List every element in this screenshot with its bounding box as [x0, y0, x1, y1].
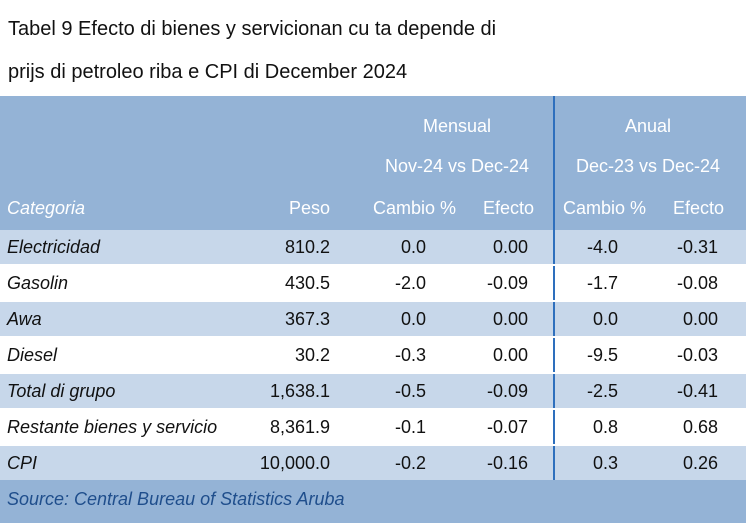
cell-mensual-efecto: 0.00	[492, 345, 528, 365]
table-title-line-1: Tabel 9 Efecto di bienes y servicionan c…	[8, 18, 497, 40]
table-row: Gasolin 430.5 -2.0 -0.09 -1.7 -0.08	[0, 264, 746, 300]
cell-mensual-cambio: -0.3	[394, 345, 426, 365]
cell-mensual-efecto: -0.09	[486, 273, 528, 293]
cell-mensual-cambio: -2.0	[394, 273, 426, 293]
cell-anual-cambio: -9.5	[586, 345, 618, 365]
cell-mensual-efecto: -0.07	[486, 417, 528, 437]
cell-mensual-efecto: -0.09	[486, 381, 528, 401]
cell-mensual-cambio: 0.0	[400, 237, 426, 257]
source-note: Source: Central Bureau of Statistics Aru…	[7, 489, 345, 509]
cell-categoria: CPI	[7, 453, 38, 473]
cell-anual-efecto: -0.03	[676, 345, 718, 365]
header-efecto-mensual: Efecto	[482, 198, 534, 218]
cell-categoria: Diesel	[7, 345, 58, 365]
cell-mensual-efecto: 0.00	[492, 309, 528, 329]
header-mensual-period: Nov-24 vs Dec-24	[384, 156, 530, 176]
cell-peso: 810.2	[284, 237, 330, 257]
cell-anual-cambio: -1.7	[586, 273, 618, 293]
cell-anual-cambio: -4.0	[586, 237, 618, 257]
cell-anual-efecto: 0.68	[682, 417, 718, 437]
cell-anual-efecto: 0.00	[682, 309, 718, 329]
cell-categoria: Total di grupo	[7, 381, 116, 401]
cell-mensual-cambio: -0.5	[394, 381, 426, 401]
cell-anual-efecto: -0.41	[676, 381, 718, 401]
cell-mensual-efecto: -0.16	[486, 453, 528, 473]
cell-peso: 1,638.1	[269, 381, 330, 401]
cell-anual-efecto: -0.08	[676, 273, 718, 293]
cell-mensual-efecto: 0.00	[492, 237, 528, 257]
table-row: Restante bienes y servicio 8,361.9 -0.1 …	[0, 408, 746, 444]
cell-peso: 367.3	[284, 309, 330, 329]
header-anual: Anual	[624, 116, 672, 136]
header-cambio-anual: Cambio %	[562, 198, 646, 218]
header-peso: Peso	[288, 198, 330, 218]
cell-categoria: Restante bienes y servicio	[7, 417, 218, 437]
table-row: Electricidad 810.2 0.0 0.00 -4.0 -0.31	[0, 230, 746, 264]
cell-peso: 10,000.0	[259, 453, 330, 473]
cell-categoria: Gasolin	[7, 273, 69, 293]
cell-categoria: Awa	[7, 309, 42, 329]
cell-anual-cambio: 0.0	[592, 309, 618, 329]
cell-peso: 430.5	[284, 273, 330, 293]
cell-categoria: Electricidad	[7, 237, 101, 257]
cell-anual-cambio: -2.5	[586, 381, 618, 401]
cell-peso: 30.2	[294, 345, 330, 365]
table-row: Awa 367.3 0.0 0.00 0.0 0.00	[0, 300, 746, 336]
cell-mensual-cambio: -0.1	[394, 417, 426, 437]
header-anual-period: Dec-23 vs Dec-24	[575, 156, 721, 176]
cell-anual-cambio: 0.8	[592, 417, 618, 437]
table-row: Diesel 30.2 -0.3 0.00 -9.5 -0.03	[0, 336, 746, 372]
cell-anual-efecto: -0.31	[676, 237, 718, 257]
header-efecto-anual: Efecto	[672, 198, 724, 218]
header-categoria: Categoria	[7, 198, 86, 218]
table-row: Total di grupo 1,638.1 -0.5 -0.09 -2.5 -…	[0, 372, 746, 408]
cell-mensual-cambio: 0.0	[400, 309, 426, 329]
cell-mensual-cambio: -0.2	[394, 453, 426, 473]
cell-anual-cambio: 0.3	[592, 453, 618, 473]
table-title-line-2: prijs di petroleo riba e CPI di December…	[8, 61, 408, 83]
header-cambio-mensual: Cambio %	[372, 198, 456, 218]
table-row: CPI 10,000.0 -0.2 -0.16 0.3 0.26	[0, 444, 746, 480]
cell-peso: 8,361.9	[269, 417, 330, 437]
title-area: Tabel 9 Efecto di bienes y servicionan c…	[0, 0, 746, 96]
header-mensual: Mensual	[422, 116, 492, 136]
data-table: Electricidad 810.2 0.0 0.00 -4.0 -0.31 G…	[0, 230, 746, 480]
cell-anual-efecto: 0.26	[682, 453, 718, 473]
